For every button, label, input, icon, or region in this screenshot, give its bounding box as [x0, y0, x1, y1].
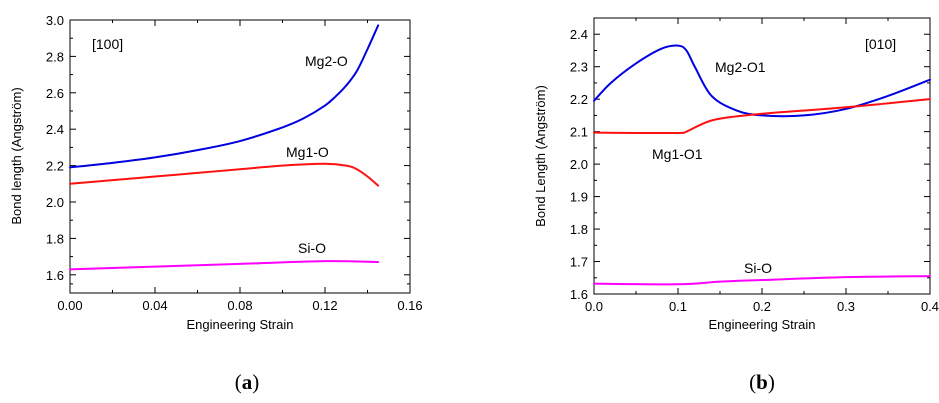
y-tick-label: 2.2 [46, 159, 64, 174]
direction-label-b: [010] [865, 36, 896, 52]
y-tick-label: 1.6 [570, 287, 588, 302]
x-tick-label: 0.08 [227, 298, 252, 313]
y-axis-label-b: Bond Length (Angström) [533, 85, 548, 227]
panel-label-a: (a) [235, 370, 260, 394]
direction-label-a: [100] [92, 36, 123, 52]
y-tick-label: 2.2 [570, 92, 588, 107]
chart-panel-b: 0.0 0.1 0.2 0.3 0.4 1.6 1.7 1.8 1.9 2.0 2.1 2.2 2.3 2… [533, 17, 939, 394]
series-line-mg2-o [69, 24, 380, 169]
y-tick-label: 2.3 [570, 60, 588, 75]
x-tick-label: 0.1 [669, 299, 687, 314]
x-axis-label-a: Engineering Strain [187, 317, 294, 332]
y-tick-label: 2.0 [570, 157, 588, 172]
x-tick-label: 0.04 [142, 298, 167, 313]
x-tick-label: 0.4 [921, 299, 939, 314]
y-tick-label: 3.0 [46, 13, 64, 28]
y-tick-label: 1.8 [46, 231, 64, 246]
chart-panel-a: 0.00 0.04 0.08 0.12 0.16 1.6 1.8 2.0 2.2 2.4 2.6 2.… [9, 13, 423, 394]
panel-letter-a: a [242, 370, 253, 394]
series-label-si-o-b: Si-O [744, 260, 772, 276]
ticks-a: 0.00 0.04 0.08 0.12 0.16 1.6 1.8 2.0 2.2 2.4 2.6 2.… [46, 13, 423, 313]
series-b [593, 44, 931, 286]
plot-frame-a [69, 19, 411, 294]
y-tick-label: 1.8 [570, 222, 588, 237]
y-tick-label: 2.4 [46, 122, 64, 137]
y-tick-label: 1.9 [570, 190, 588, 205]
series-label-mg1-o1: Mg1-O1 [652, 146, 703, 162]
series-line-si-o [69, 260, 380, 271]
series-label-mg2-o: Mg2-O [305, 53, 348, 69]
series-line-si-o [593, 275, 931, 286]
x-tick-label: 0.2 [753, 299, 771, 314]
panel-label-b: (b) [749, 370, 775, 394]
x-axis-label-b: Engineering Strain [709, 317, 816, 332]
x-tick-label: 0.16 [397, 298, 422, 313]
y-tick-label: 2.4 [570, 27, 588, 42]
series-line-mg1-o [69, 162, 380, 187]
y-tick-label: 2.8 [46, 49, 64, 64]
x-tick-label: 0.12 [312, 298, 337, 313]
series-a [69, 24, 380, 271]
y-tick-label: 2.6 [46, 86, 64, 101]
y-tick-label: 2.1 [570, 125, 588, 140]
panel-letter-b: b [756, 370, 768, 394]
x-tick-label: 0.00 [57, 298, 82, 313]
x-tick-label: 0.3 [837, 299, 855, 314]
x-tick-label: 0.0 [585, 299, 603, 314]
y-tick-label: 2.0 [46, 195, 64, 210]
y-tick-label: 1.6 [46, 268, 64, 283]
y-tick-label: 1.7 [570, 255, 588, 270]
series-label-mg1-o: Mg1-O [286, 144, 329, 160]
series-label-si-o-a: Si-O [298, 240, 326, 256]
y-axis-label-a: Bond length (Angström) [9, 87, 24, 224]
series-line-mg1-o1 [593, 98, 931, 135]
series-label-mg2-o1: Mg2-O1 [715, 59, 766, 75]
series-line-mg2-o1 [593, 44, 931, 118]
